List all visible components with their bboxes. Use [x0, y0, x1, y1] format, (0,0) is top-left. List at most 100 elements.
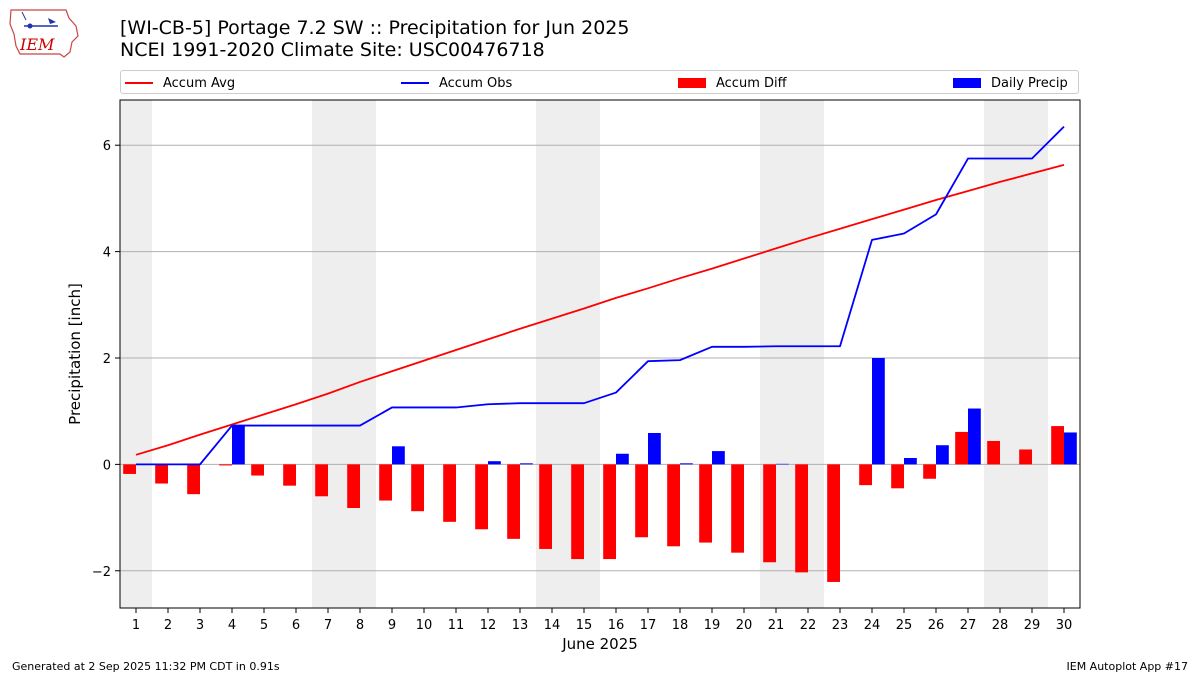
daily-precip-bar — [936, 445, 949, 465]
accum-diff-bar — [859, 464, 872, 486]
legend-swatch — [125, 82, 153, 84]
accum-obs-line — [136, 125, 1065, 466]
daily-precip-bar — [616, 453, 629, 465]
legend-swatch — [953, 78, 981, 88]
footer-app: IEM Autoplot App #17 — [1066, 660, 1189, 673]
weekend-band — [984, 100, 1048, 608]
logo-text: IEM — [19, 35, 55, 54]
accum-diff-bar — [763, 464, 776, 563]
accum-diff-bar — [731, 464, 744, 553]
iem-logo: IEM — [9, 9, 79, 58]
accum-diff-bar — [795, 464, 808, 573]
x-tick-label: 16 — [608, 618, 625, 633]
x-tick-label: 3 — [196, 618, 204, 633]
daily-precip-bar — [488, 461, 501, 465]
accum-diff-bar — [187, 464, 200, 495]
daily-precip-bar — [232, 425, 245, 465]
weekend-band — [312, 100, 376, 608]
x-tick-label: 12 — [480, 618, 497, 633]
accum-diff-bar — [955, 431, 968, 465]
accum-diff-bar — [283, 464, 296, 486]
x-tick-label: 23 — [832, 618, 849, 633]
daily-precip-bar — [648, 432, 661, 465]
lines — [135, 125, 1065, 466]
legend-item-accum-obs: Accum Obs — [401, 73, 512, 93]
accum-diff-bar — [827, 464, 840, 582]
accum-diff-bar — [667, 464, 680, 547]
daily-precip-bar — [904, 457, 917, 465]
daily-precip-bar — [776, 463, 789, 465]
chart-subtitle: NCEI 1991-2020 Climate Site: USC00476718 — [120, 39, 545, 61]
daily-precip-bar — [1064, 432, 1077, 465]
gridlines — [120, 144, 1080, 572]
daily-precip-bar — [392, 446, 405, 465]
accum-diff-bar — [379, 464, 392, 501]
accum-diff-bar — [571, 464, 584, 560]
x-tick-label: 19 — [704, 618, 721, 633]
accum-diff-bar — [539, 464, 552, 549]
x-tick-label: 4 — [228, 618, 236, 633]
legend-label: Accum Obs — [439, 75, 513, 91]
x-tick-label: 10 — [416, 618, 433, 633]
accum-diff-bar — [891, 464, 904, 489]
legend-item-accum-diff: Accum Diff — [678, 73, 787, 93]
accum-diff-bar — [251, 464, 264, 476]
legend-swatch — [401, 82, 429, 84]
x-tick-label: 7 — [324, 618, 332, 633]
x-tick-label: 27 — [960, 618, 977, 633]
x-tick-label: 5 — [260, 618, 268, 633]
x-tick-label: 30 — [1056, 618, 1073, 633]
x-tick-label: 17 — [640, 618, 657, 633]
accum-diff-bar — [219, 464, 232, 466]
x-tick-label: 28 — [992, 618, 1009, 633]
accum-diff-bar — [1019, 449, 1032, 465]
x-tick-label: 25 — [896, 618, 913, 633]
daily-precip-bar — [872, 357, 885, 465]
chart-title: [WI-CB-5] Portage 7.2 SW :: Precipitatio… — [120, 17, 630, 39]
daily-precip-bar — [712, 451, 725, 465]
legend-label: Accum Diff — [716, 75, 787, 91]
x-tick-label: 1 — [132, 618, 140, 633]
plot-frame — [119, 99, 1081, 609]
x-tick-label: 2 — [164, 618, 172, 633]
accum-diff-bar — [155, 464, 168, 484]
daily-precip-bar — [968, 408, 981, 465]
bars — [123, 357, 1077, 582]
accum-diff-bar — [411, 464, 424, 512]
daily-precip-bar — [680, 463, 693, 465]
y-tick-label: 2 — [103, 352, 111, 367]
accum-diff-bar — [123, 464, 136, 474]
x-tick-label: 24 — [864, 618, 881, 633]
x-tick-label: 21 — [768, 618, 785, 633]
accum-diff-bar — [1051, 426, 1064, 465]
y-tick-label: −2 — [92, 565, 111, 580]
x-tick-label: 8 — [356, 618, 364, 633]
accum-diff-bar — [475, 464, 488, 530]
legend-item-daily-precip: Daily Precip — [953, 73, 1068, 93]
accum-diff-bar — [987, 440, 1000, 465]
accum-diff-bar — [347, 464, 360, 508]
x-tick-label: 22 — [800, 618, 817, 633]
x-tick-label: 20 — [736, 618, 753, 633]
x-axis-label: June 2025 — [561, 635, 638, 653]
legend-label: Accum Avg — [163, 75, 236, 91]
x-tick-label: 13 — [512, 618, 529, 633]
legend-swatch — [678, 78, 706, 88]
x-tick-label: 9 — [388, 618, 396, 633]
y-axis-label: Precipitation [inch] — [66, 283, 84, 425]
x-tick-label: 18 — [672, 618, 689, 633]
accum-diff-bar — [699, 464, 712, 543]
accum-diff-bar — [315, 464, 328, 497]
legend-label: Daily Precip — [991, 75, 1068, 91]
x-tick-label: 14 — [544, 618, 561, 633]
legend: Accum Avg Accum Obs Accum Diff Daily Pre… — [120, 70, 1079, 94]
accum-diff-bar — [603, 464, 616, 560]
y-tick-label: 6 — [103, 139, 111, 154]
accum-diff-bar — [923, 464, 936, 479]
y-tick-label: 4 — [103, 246, 111, 261]
weekend-band — [120, 100, 152, 608]
accum-diff-bar — [635, 464, 648, 538]
footer-generated: Generated at 2 Sep 2025 11:32 PM CDT in … — [12, 660, 280, 673]
x-tick-label: 29 — [1024, 618, 1041, 633]
